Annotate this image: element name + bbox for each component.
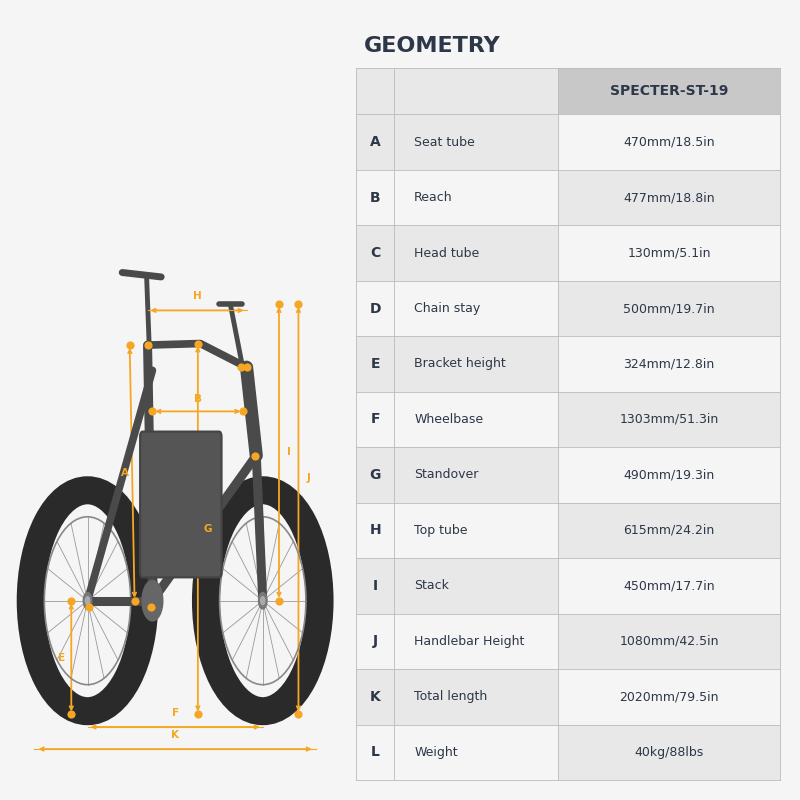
FancyBboxPatch shape <box>140 431 222 578</box>
Text: E: E <box>370 357 380 371</box>
Text: 1303mm/51.3in: 1303mm/51.3in <box>619 413 719 426</box>
Text: 324mm/12.8in: 324mm/12.8in <box>623 358 715 370</box>
Text: E: E <box>58 653 65 662</box>
Point <box>65 708 78 721</box>
Text: J: J <box>306 473 310 482</box>
Text: Wheelbase: Wheelbase <box>414 413 483 426</box>
Text: 470mm/18.5in: 470mm/18.5in <box>623 136 715 149</box>
Text: Bracket height: Bracket height <box>414 358 506 370</box>
Point <box>123 338 136 351</box>
Point <box>191 708 204 721</box>
Circle shape <box>258 593 267 609</box>
Text: 615mm/24.2in: 615mm/24.2in <box>623 524 715 537</box>
Text: K: K <box>171 730 179 740</box>
Point <box>146 405 159 418</box>
Point <box>191 337 204 350</box>
Text: 450mm/17.7in: 450mm/17.7in <box>623 579 715 592</box>
Point <box>273 594 286 607</box>
Circle shape <box>86 597 90 605</box>
Text: A: A <box>370 135 381 149</box>
Point <box>144 601 157 614</box>
Text: GEOMETRY: GEOMETRY <box>364 36 500 56</box>
Text: F: F <box>370 413 380 426</box>
Text: B: B <box>370 190 381 205</box>
Point <box>65 594 78 607</box>
Circle shape <box>261 597 265 605</box>
Text: L: L <box>370 746 380 759</box>
Text: 490mm/19.3in: 490mm/19.3in <box>623 469 715 482</box>
Text: Weight: Weight <box>414 746 458 758</box>
Point <box>82 601 95 614</box>
Text: G: G <box>370 468 381 482</box>
Text: C: C <box>370 246 380 260</box>
Point <box>292 298 305 310</box>
Text: A: A <box>121 468 129 478</box>
Text: Seat tube: Seat tube <box>414 136 475 149</box>
Text: 500mm/19.7in: 500mm/19.7in <box>623 302 715 315</box>
Text: G: G <box>203 524 212 534</box>
Circle shape <box>83 593 92 609</box>
Text: 130mm/5.1in: 130mm/5.1in <box>627 246 711 259</box>
Point <box>128 594 141 607</box>
Text: 2020mm/79.5in: 2020mm/79.5in <box>619 690 719 703</box>
Text: I: I <box>286 447 290 458</box>
Text: I: I <box>373 579 378 593</box>
Text: Head tube: Head tube <box>414 246 479 259</box>
Text: SPECTER-ST-19: SPECTER-ST-19 <box>610 84 728 98</box>
Point <box>240 361 253 374</box>
Text: Total length: Total length <box>414 690 487 703</box>
Text: Reach: Reach <box>414 191 453 204</box>
Text: J: J <box>373 634 378 648</box>
Text: F: F <box>171 708 178 718</box>
Text: H: H <box>370 523 381 538</box>
Point <box>141 338 154 351</box>
Text: Handlebar Height: Handlebar Height <box>414 635 525 648</box>
Text: K: K <box>370 690 381 704</box>
Point <box>237 405 250 418</box>
Text: 477mm/18.8in: 477mm/18.8in <box>623 191 715 204</box>
Text: Top tube: Top tube <box>414 524 467 537</box>
Text: H: H <box>193 291 202 302</box>
Text: B: B <box>194 394 202 404</box>
Point <box>248 449 261 462</box>
Text: 40kg/88lbs: 40kg/88lbs <box>634 746 704 758</box>
Point <box>273 298 286 310</box>
Text: 1080mm/42.5in: 1080mm/42.5in <box>619 635 719 648</box>
Text: Standover: Standover <box>414 469 478 482</box>
Point <box>234 361 247 374</box>
Circle shape <box>142 581 163 621</box>
Text: Stack: Stack <box>414 579 449 592</box>
Text: Chain stay: Chain stay <box>414 302 480 315</box>
Point <box>292 708 305 721</box>
Text: D: D <box>370 302 381 315</box>
